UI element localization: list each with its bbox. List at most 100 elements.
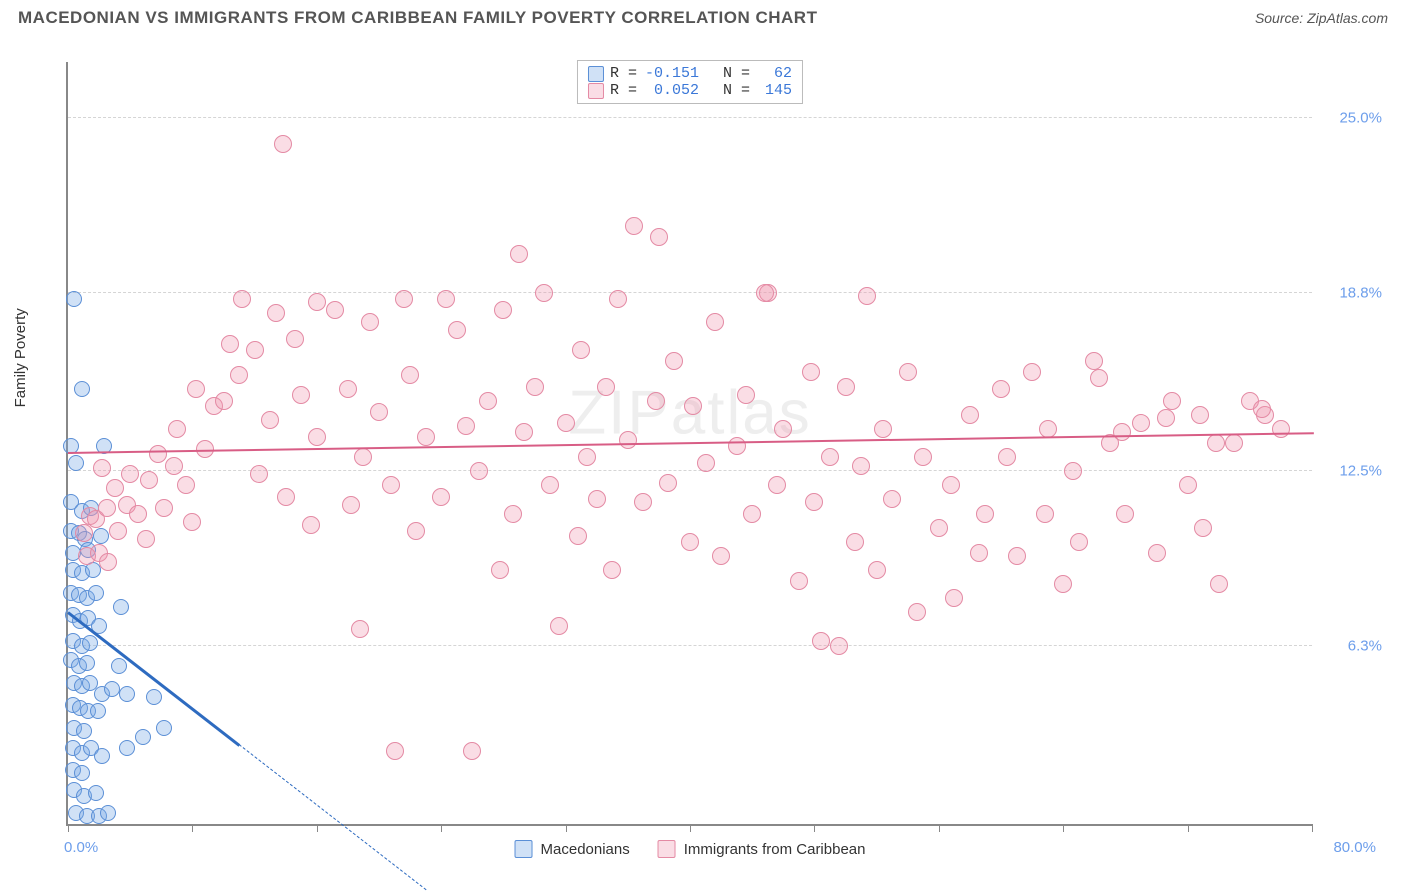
data-point xyxy=(109,522,127,540)
x-tick xyxy=(1312,824,1313,832)
gridline: 18.8% xyxy=(68,292,1312,293)
stats-r-label: R = xyxy=(610,65,637,82)
data-point xyxy=(1225,434,1243,452)
data-point xyxy=(437,290,455,308)
data-point xyxy=(342,496,360,514)
data-point xyxy=(370,403,388,421)
legend-item: Macedonians xyxy=(515,840,630,858)
data-point xyxy=(196,440,214,458)
data-point xyxy=(183,513,201,531)
data-point xyxy=(1070,533,1088,551)
data-point xyxy=(681,533,699,551)
data-point xyxy=(858,287,876,305)
data-point xyxy=(1036,505,1054,523)
data-point xyxy=(432,488,450,506)
data-point xyxy=(119,686,135,702)
data-point xyxy=(88,585,104,601)
y-tick-label: 6.3% xyxy=(1322,638,1382,655)
stats-n-value: 62 xyxy=(756,65,792,82)
chart-container: Family Poverty ZIPatlas R = -0.151 N = 6… xyxy=(18,40,1388,874)
data-point xyxy=(743,505,761,523)
data-point xyxy=(100,805,116,821)
data-point xyxy=(625,217,643,235)
data-point xyxy=(961,406,979,424)
data-point xyxy=(74,381,90,397)
data-point xyxy=(177,476,195,494)
data-point xyxy=(99,553,117,571)
data-point xyxy=(603,561,621,579)
stats-r-value: -0.151 xyxy=(643,65,699,82)
data-point xyxy=(149,445,167,463)
data-point xyxy=(992,380,1010,398)
data-point xyxy=(510,245,528,263)
stats-n-label: N = xyxy=(705,82,750,99)
data-point xyxy=(805,493,823,511)
data-point xyxy=(94,748,110,764)
data-point xyxy=(417,428,435,446)
data-point xyxy=(302,516,320,534)
data-point xyxy=(230,366,248,384)
stats-swatch xyxy=(588,66,604,82)
data-point xyxy=(1207,434,1225,452)
stats-n-label: N = xyxy=(705,65,750,82)
data-point xyxy=(1023,363,1041,381)
data-point xyxy=(90,703,106,719)
data-point xyxy=(830,637,848,655)
gridline: 25.0% xyxy=(68,117,1312,118)
data-point xyxy=(908,603,926,621)
data-point xyxy=(634,493,652,511)
data-point xyxy=(970,544,988,562)
data-point xyxy=(339,380,357,398)
data-point xyxy=(401,366,419,384)
data-point xyxy=(737,386,755,404)
x-tick xyxy=(814,824,815,832)
data-point xyxy=(165,457,183,475)
data-point xyxy=(650,228,668,246)
data-point xyxy=(168,420,186,438)
data-point xyxy=(572,341,590,359)
data-point xyxy=(541,476,559,494)
chart-header: MACEDONIAN VS IMMIGRANTS FROM CARIBBEAN … xyxy=(0,0,1406,32)
data-point xyxy=(665,352,683,370)
data-point xyxy=(874,420,892,438)
data-point xyxy=(119,740,135,756)
data-point xyxy=(274,135,292,153)
data-point xyxy=(942,476,960,494)
data-point xyxy=(395,290,413,308)
stats-r-value: 0.052 xyxy=(643,82,699,99)
data-point xyxy=(728,437,746,455)
data-point xyxy=(111,658,127,674)
data-point xyxy=(1085,352,1103,370)
data-point xyxy=(504,505,522,523)
data-point xyxy=(66,291,82,307)
data-point xyxy=(557,414,575,432)
data-point xyxy=(93,459,111,477)
data-point xyxy=(998,448,1016,466)
data-point xyxy=(351,620,369,638)
data-point xyxy=(756,284,774,302)
data-point xyxy=(578,448,596,466)
data-point xyxy=(1210,575,1228,593)
data-point xyxy=(821,448,839,466)
data-point xyxy=(790,572,808,590)
data-point xyxy=(1272,420,1290,438)
data-point xyxy=(98,499,116,517)
data-point xyxy=(899,363,917,381)
data-point xyxy=(1113,423,1131,441)
data-point xyxy=(292,386,310,404)
data-point xyxy=(712,547,730,565)
stats-n-value: 145 xyxy=(756,82,792,99)
stats-swatch xyxy=(588,83,604,99)
x-tick xyxy=(566,824,567,832)
data-point xyxy=(113,599,129,615)
data-point xyxy=(526,378,544,396)
data-point xyxy=(1253,400,1271,418)
data-point xyxy=(812,632,830,650)
data-point xyxy=(233,290,251,308)
data-point xyxy=(1064,462,1082,480)
x-tick xyxy=(441,824,442,832)
data-point xyxy=(619,431,637,449)
data-point xyxy=(647,392,665,410)
data-point xyxy=(491,561,509,579)
data-point xyxy=(883,490,901,508)
